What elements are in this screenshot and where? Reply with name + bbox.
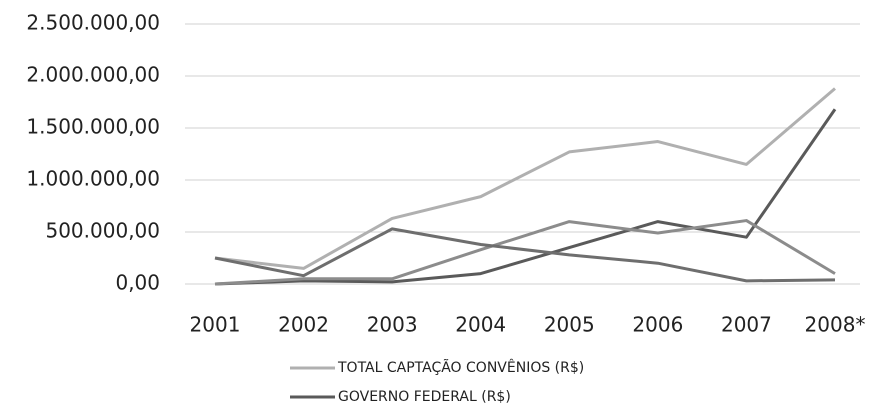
y-tick-label: 2.000.000,00	[26, 63, 160, 87]
series-line	[214, 219, 836, 286]
series-line	[214, 87, 836, 270]
x-tick-label: 2001	[190, 313, 241, 337]
legend-label: GOVERNO FEDERAL (R$)	[338, 389, 511, 405]
x-tick-label: 2002	[278, 313, 329, 337]
series-line	[214, 108, 837, 286]
x-tick-label: 2008*	[805, 313, 866, 337]
y-tick-label: 500.000,00	[45, 219, 160, 243]
x-tick-label: 2006	[632, 313, 683, 337]
series-line	[214, 227, 836, 283]
y-tick-label: 2.500.000,00	[26, 11, 160, 35]
legend-label: TOTAL CAPTAÇÃO CONVÊNIOS (R$)	[337, 358, 584, 376]
y-tick-label: 0,00	[115, 271, 160, 295]
x-tick-label: 2003	[367, 313, 418, 337]
y-tick-label: 1.500.000,00	[26, 115, 160, 139]
x-tick-label: 2005	[544, 313, 595, 337]
x-tick-label: 2004	[455, 313, 506, 337]
y-tick-label: 1.000.000,00	[26, 167, 160, 191]
x-tick-label: 2007	[721, 313, 772, 337]
